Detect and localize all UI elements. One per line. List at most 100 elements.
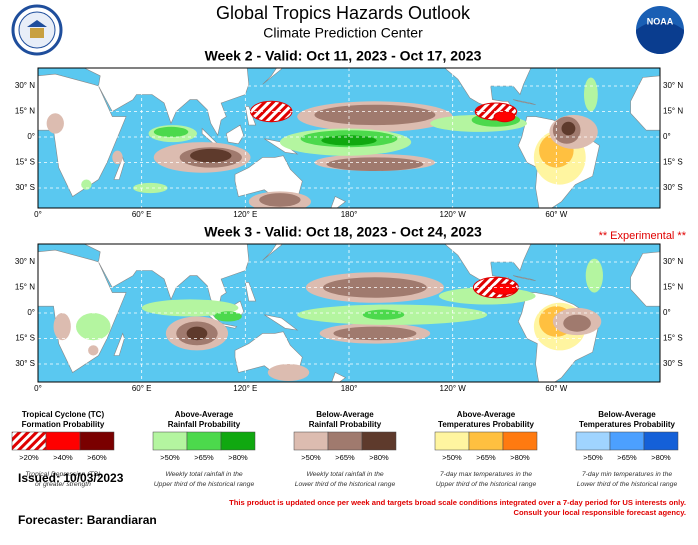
hazard-area xyxy=(112,150,123,165)
lat-label: 30° S xyxy=(15,359,35,368)
lon-label: 0° xyxy=(34,384,42,393)
land xyxy=(264,314,299,331)
hazard-area xyxy=(583,77,598,112)
legend-level: >65% xyxy=(476,453,496,462)
lat-label: 30° N xyxy=(663,81,683,90)
lat-label: 30° N xyxy=(663,257,683,266)
hazard-area xyxy=(362,309,405,320)
land xyxy=(262,244,282,261)
hazard-area xyxy=(493,111,516,123)
legend-note: Upper third of the historical range xyxy=(436,481,537,488)
lon-label: 60° W xyxy=(545,384,567,393)
maps: 30° N 30° N 15° N 15° N 0° 0° 15° S 15° S 30° S 3… xyxy=(15,67,683,393)
hazard-area xyxy=(133,182,168,194)
disclaimer: This product is updated once per week an… xyxy=(229,498,686,507)
hazard-area xyxy=(491,283,518,295)
lon-label: 120° W xyxy=(440,384,467,393)
lon-label: 120° W xyxy=(440,210,467,219)
legend-note: or greater strength xyxy=(35,481,91,488)
lat-label: 0° xyxy=(27,132,35,141)
legend-title: Above-Average xyxy=(457,410,516,419)
hazard-area xyxy=(46,113,64,134)
map-body xyxy=(38,68,660,208)
lon-label: 120° E xyxy=(233,384,257,393)
hazard-area xyxy=(153,126,189,137)
legend-swatch xyxy=(468,431,504,451)
legend-swatch xyxy=(327,431,363,451)
land xyxy=(331,372,347,382)
lon-label: 120° E xyxy=(233,210,257,219)
legend-level: >65% xyxy=(194,453,214,462)
land xyxy=(225,124,244,145)
legend-level: >20% xyxy=(19,453,39,462)
lat-label: 15° S xyxy=(15,334,35,343)
legend-level: >80% xyxy=(228,453,248,462)
map-body xyxy=(38,244,660,382)
legend-swatch xyxy=(609,431,645,451)
legend-note: 7-day min temperatures in the xyxy=(582,471,673,478)
land xyxy=(244,282,257,302)
map-title: Week 3 - Valid: Oct 18, 2023 - Oct 24, 2… xyxy=(204,224,482,240)
legend-swatch xyxy=(152,431,188,451)
hazard-area xyxy=(53,313,71,341)
land xyxy=(38,249,127,373)
legend-swatch xyxy=(220,431,256,451)
lat-label: 15° N xyxy=(15,107,35,116)
legend-swatch xyxy=(186,431,222,451)
legend-swatch xyxy=(502,431,538,451)
legend-level: >80% xyxy=(651,453,671,462)
lat-label: 15° N xyxy=(15,283,35,292)
legend-note: Weekly total rainfall in the xyxy=(306,471,384,478)
land xyxy=(630,75,660,131)
lat-label: 0° xyxy=(663,132,671,141)
legend-level: >65% xyxy=(335,453,355,462)
lat-label: 30° S xyxy=(663,359,683,368)
hazard-area xyxy=(561,121,576,136)
legend-note: Tropical Depression (TD) xyxy=(25,471,100,478)
page-subtitle: Climate Prediction Center xyxy=(263,25,423,41)
legend-title: Above-Average xyxy=(175,410,234,419)
issued: Issued: 10/03/2023 xyxy=(18,471,124,485)
lon-label: 60° W xyxy=(545,210,567,219)
lat-label: 30° S xyxy=(15,183,35,192)
hazard-area xyxy=(585,258,603,293)
legend-title: Rainfall Probability xyxy=(168,420,241,429)
experimental-note: ** Experimental ** xyxy=(599,230,687,242)
legend-level: >50% xyxy=(301,453,321,462)
hazard-area xyxy=(267,364,310,381)
legend-item: Tropical Cyclone (TC)Formation Probabili… xyxy=(11,410,115,488)
hazard-area xyxy=(259,193,301,207)
page-title: Global Tropics Hazards Outlook xyxy=(216,3,471,23)
lon-label: 180° xyxy=(341,384,358,393)
lat-label: 15° S xyxy=(663,158,683,167)
hazard-area xyxy=(563,314,591,332)
land xyxy=(244,106,257,126)
legend-level: >40% xyxy=(53,453,73,462)
hazard-area xyxy=(214,311,242,322)
land xyxy=(264,138,299,155)
land xyxy=(513,275,536,281)
map-frame xyxy=(37,243,661,383)
lat-label: 15° S xyxy=(15,158,35,167)
lat-label: 0° xyxy=(27,308,35,317)
legend-swatch xyxy=(11,431,47,451)
forecaster: Forecaster: Barandiaran xyxy=(18,513,157,527)
legend-level: >65% xyxy=(617,453,637,462)
legend-level: >50% xyxy=(583,453,603,462)
lon-label: 60° E xyxy=(132,210,152,219)
legend-swatch xyxy=(434,431,470,451)
legend-note: Upper third of the historical range xyxy=(154,481,255,488)
legend-note: Lower third of the historical range xyxy=(295,481,396,488)
legend-swatch xyxy=(361,431,397,451)
legend-title: Tropical Cyclone (TC) xyxy=(22,410,105,419)
legend: Tropical Cyclone (TC)Formation Probabili… xyxy=(11,410,679,488)
legend-level: >50% xyxy=(442,453,462,462)
legend-title: Rainfall Probability xyxy=(309,420,382,429)
hazard-area xyxy=(186,326,208,341)
hazard-area xyxy=(326,157,424,171)
land xyxy=(83,68,250,137)
